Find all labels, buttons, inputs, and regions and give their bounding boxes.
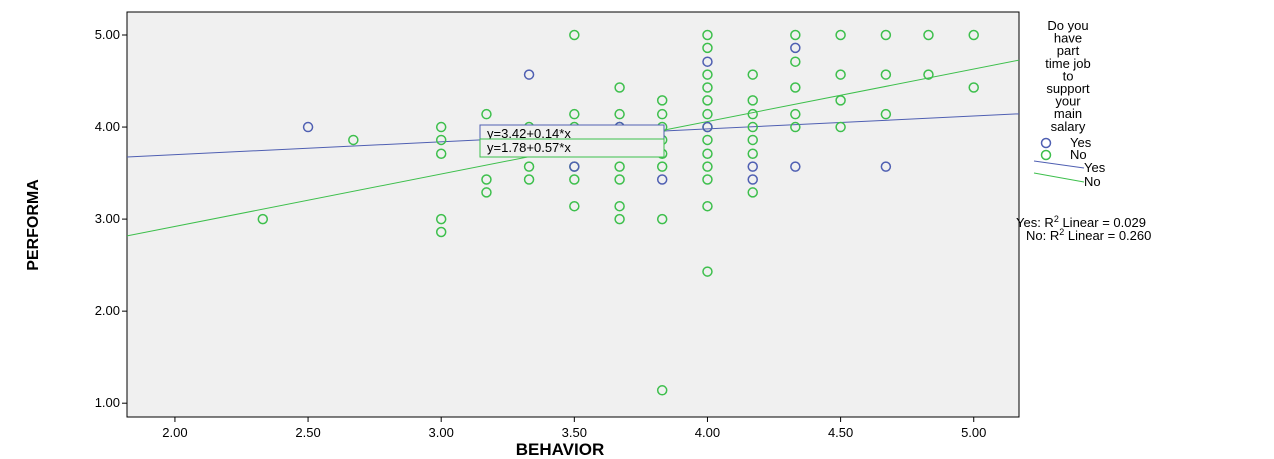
legend-marker-no (1042, 151, 1051, 160)
legend-line-label-yes: Yes (1084, 160, 1106, 175)
x-tick-label: 3.00 (429, 425, 454, 440)
x-tick-label: 4.50 (828, 425, 853, 440)
legend-title-line: salary (1051, 119, 1086, 134)
y-tick-label: 5.00 (95, 27, 120, 42)
x-tick-label: 5.00 (961, 425, 986, 440)
x-tick-label: 3.50 (562, 425, 587, 440)
legend-line-yes (1034, 161, 1084, 168)
fit-equation-box: y=3.42+0.14*x y=1.78+0.57*x (480, 125, 664, 157)
y-tick-label: 3.00 (95, 211, 120, 226)
r2-label-no: No: R2 Linear = 0.260 (1026, 227, 1151, 243)
y-tick-label: 2.00 (95, 303, 120, 318)
equation-no: y=1.78+0.57*x (487, 140, 571, 155)
legend-marker-yes (1042, 139, 1051, 148)
x-tick-label: 4.00 (695, 425, 720, 440)
y-tick-label: 4.00 (95, 119, 120, 134)
x-tick-label: 2.50 (295, 425, 320, 440)
y-tick-label: 1.00 (95, 395, 120, 410)
y-axis: 1.00 2.00 3.00 4.00 5.00 (95, 27, 127, 410)
y-axis-title: PERFORMA (25, 179, 42, 271)
x-axis-title: BEHAVIOR (516, 440, 604, 459)
legend-line-no (1034, 173, 1084, 182)
x-axis: 2.00 2.50 3.00 3.50 4.00 4.50 5.00 (162, 417, 986, 440)
legend-line-label-no: No (1084, 174, 1101, 189)
x-tick-label: 2.00 (162, 425, 187, 440)
